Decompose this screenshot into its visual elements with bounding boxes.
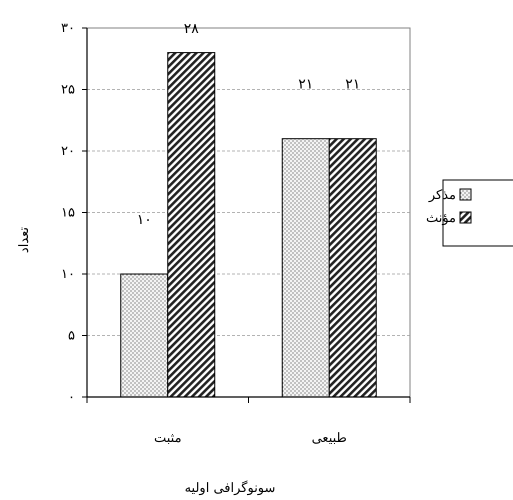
y-tick-label-3: ۱۵ [61, 206, 75, 221]
y-axis-title: تعداد [17, 227, 32, 253]
legend-swatch-0 [459, 188, 472, 201]
y-tick-label-0: ۰ [68, 390, 75, 405]
data-labels: ۱۰ ۲۸ ۲۱ ۲۱ [137, 21, 361, 228]
bar-1-0 [281, 138, 330, 398]
bars [120, 52, 377, 398]
y-tick-label-5: ۲۵ [61, 83, 75, 98]
y-tick-label-1: ۵ [68, 329, 75, 344]
legend-label-1: مؤنث [426, 211, 456, 226]
x-tick-label-0: مثبت [154, 431, 182, 446]
legend: مذکر مؤنث [426, 179, 513, 247]
x-axis-ticks: مثبت طبیعی [86, 397, 411, 446]
bar-0-1 [167, 52, 216, 398]
data-label-1-1: ۲۱ [345, 77, 360, 93]
grid-lines [87, 89, 410, 336]
y-tick-label-6: ۳۰ [61, 21, 75, 36]
legend-swatch-1 [459, 211, 472, 224]
bar-0-0 [120, 273, 169, 398]
x-axis-title: سونوگرافی اولیه [185, 480, 276, 496]
data-label-0-1: ۲۸ [184, 21, 200, 37]
y-tick-label-4: ۲۰ [61, 144, 75, 159]
y-tick-label-2: ۱۰ [61, 267, 75, 282]
legend-label-0: مذکر [428, 188, 456, 203]
x-tick-label-1: طبیعی [312, 431, 347, 446]
y-axis-ticks: ۰ ۵ ۱۰ ۱۵ ۲۰ ۲۵ ۳۰ [61, 21, 87, 405]
bar-1-1 [328, 138, 377, 398]
data-label-1-0: ۲۱ [298, 77, 313, 93]
data-label-0-0: ۱۰ [137, 212, 152, 228]
legend-box [442, 179, 513, 247]
